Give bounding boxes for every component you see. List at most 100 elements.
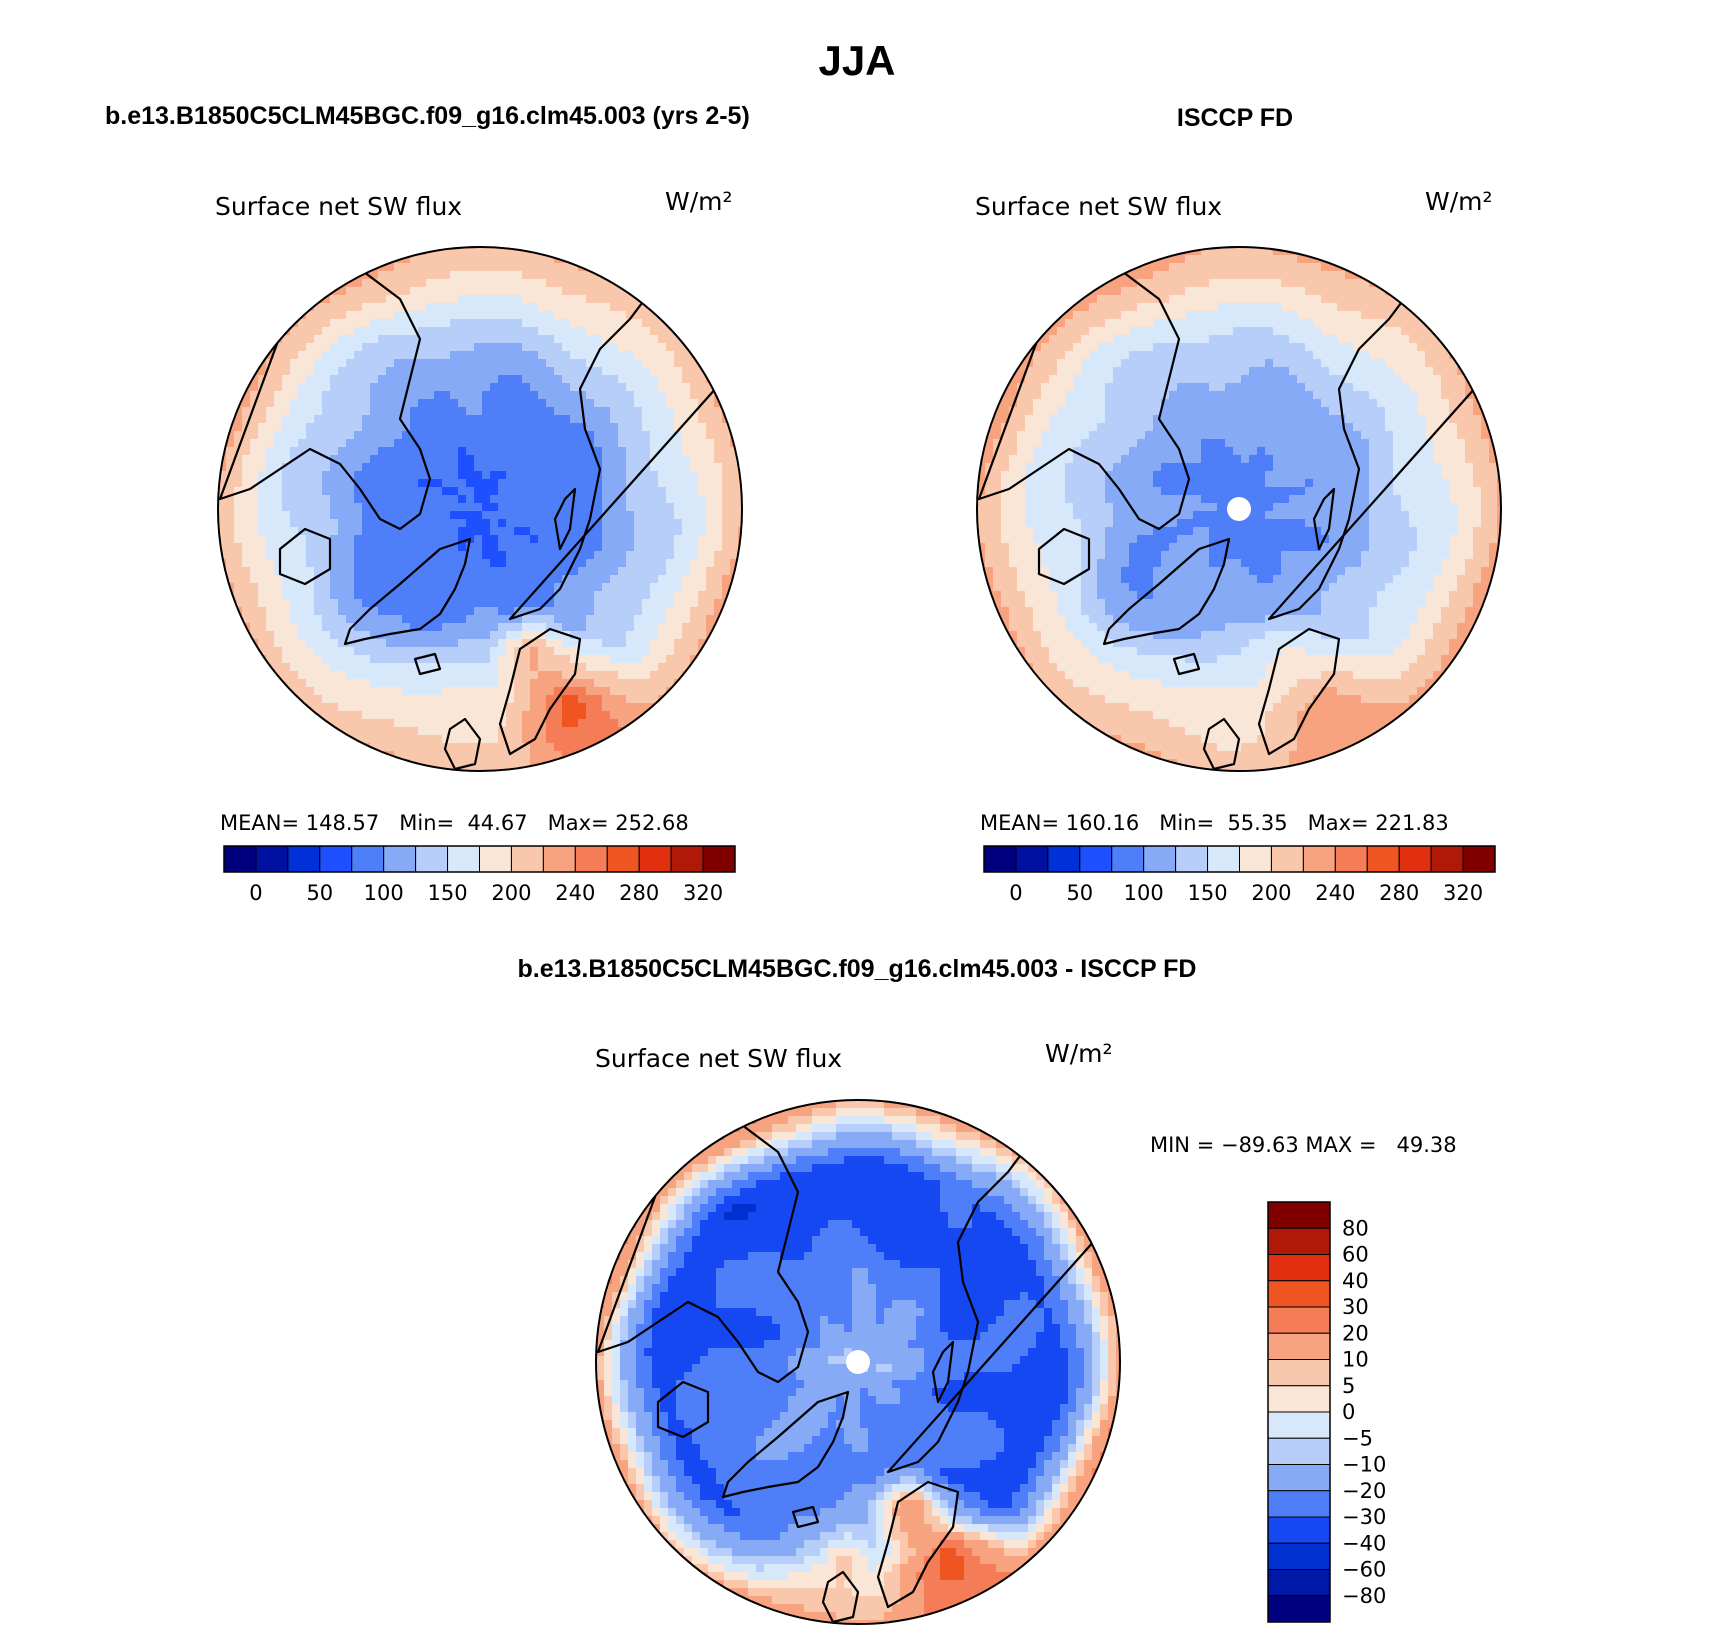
field-cell	[474, 367, 483, 376]
field-cell	[378, 495, 387, 504]
field-cell	[1433, 439, 1442, 448]
field-cell	[554, 399, 563, 408]
field-cell	[1377, 287, 1386, 296]
field-cell	[418, 647, 427, 656]
field-cell	[1081, 399, 1090, 408]
field-cell	[362, 559, 371, 568]
field-cell	[522, 383, 531, 392]
field-cell	[450, 727, 459, 736]
field-cell	[626, 359, 635, 368]
field-cell	[634, 367, 643, 376]
field-cell	[1497, 423, 1501, 432]
field-cell	[466, 567, 475, 576]
field-cell	[370, 591, 379, 600]
field-cell	[1441, 407, 1450, 416]
field-cell	[362, 719, 371, 728]
field-cell	[410, 639, 419, 648]
field-cell	[1481, 439, 1490, 448]
field-cell	[282, 455, 291, 464]
field-cell	[354, 487, 363, 496]
field-cell	[690, 463, 699, 472]
field-cell	[410, 711, 419, 720]
field-cell	[610, 575, 619, 584]
field-cell	[386, 575, 395, 584]
field-cell	[386, 511, 395, 520]
field-cell	[666, 439, 675, 448]
field-cell	[1465, 439, 1474, 448]
field-cell	[530, 359, 539, 368]
field-cell	[1145, 399, 1154, 408]
field-cell	[346, 391, 355, 400]
field-cell	[1065, 319, 1074, 328]
field-cell	[1361, 431, 1370, 440]
field-cell	[466, 311, 475, 320]
field-cell	[282, 439, 291, 448]
field-cell	[690, 519, 699, 528]
field-cell	[514, 527, 523, 536]
field-cell	[474, 583, 483, 592]
field-cell	[378, 703, 387, 712]
field-cell	[498, 311, 507, 320]
field-cell	[394, 287, 403, 296]
field-cell	[266, 655, 275, 664]
field-cell	[1441, 359, 1450, 368]
field-cell	[658, 655, 667, 664]
field-cell	[1377, 431, 1386, 440]
field-cell	[1097, 407, 1106, 416]
field-cell	[354, 607, 363, 616]
field-cell	[666, 495, 675, 504]
field-cell	[1041, 367, 1050, 376]
field-cell	[1329, 383, 1338, 392]
field-cell	[346, 263, 355, 272]
field-cell	[538, 543, 547, 552]
field-cell	[298, 655, 307, 664]
field-cell	[450, 719, 459, 728]
field-cell	[490, 303, 499, 312]
field-cell	[1089, 391, 1098, 400]
field-cell	[1281, 343, 1290, 352]
field-cell	[282, 415, 291, 424]
field-cell	[242, 399, 251, 408]
field-cell	[274, 551, 283, 560]
field-cell	[274, 511, 283, 520]
field-cell	[1385, 351, 1394, 360]
field-cell	[1481, 431, 1490, 440]
field-cell	[490, 599, 499, 608]
field-cell	[522, 279, 531, 288]
field-cell	[1137, 423, 1146, 432]
field-cell	[306, 471, 315, 480]
field-cell	[426, 711, 435, 720]
field-cell	[474, 415, 483, 424]
field-cell	[418, 343, 427, 352]
field-cell	[1049, 415, 1058, 424]
field-cell	[466, 639, 475, 648]
field-cell	[546, 279, 555, 288]
field-cell	[1281, 367, 1290, 376]
field-cell	[554, 551, 563, 560]
field-cell	[618, 311, 627, 320]
field-cell	[602, 303, 611, 312]
field-cell	[570, 263, 579, 272]
field-cell	[1177, 287, 1186, 296]
field-cell	[218, 543, 227, 552]
field-cell	[506, 711, 515, 720]
field-cell	[698, 495, 707, 504]
field-cell	[1417, 423, 1426, 432]
field-cell	[386, 559, 395, 568]
field-cell	[1049, 423, 1058, 432]
field-cell	[386, 375, 395, 384]
field-cell	[466, 511, 475, 520]
field-cell	[306, 687, 315, 696]
field-cell	[730, 471, 739, 480]
field-cell	[354, 415, 363, 424]
field-cell	[1369, 415, 1378, 424]
field-cell	[1185, 375, 1194, 384]
field-cell	[466, 599, 475, 608]
field-cell	[610, 487, 619, 496]
field-cell	[274, 479, 283, 488]
field-cell	[1209, 415, 1218, 424]
field-cell	[578, 575, 587, 584]
colorbar-swatch	[702, 845, 736, 873]
field-cell	[1209, 255, 1218, 264]
field-cell	[634, 623, 643, 632]
